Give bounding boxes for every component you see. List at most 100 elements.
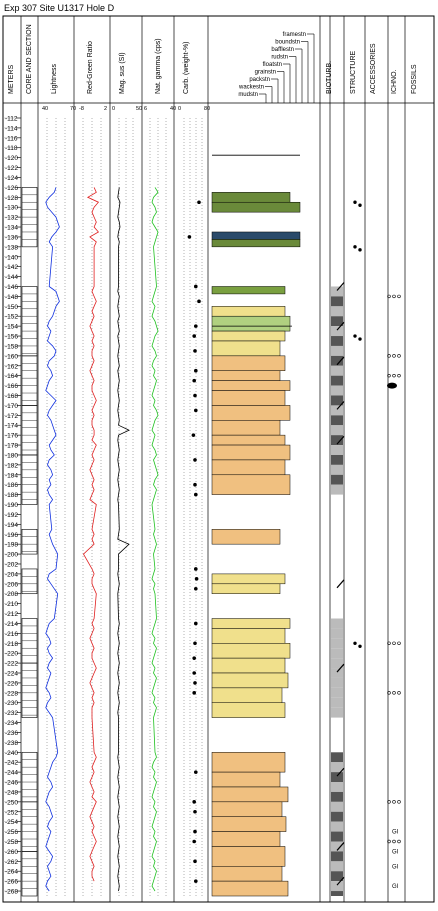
depth-tick-label: -172: [5, 413, 18, 420]
header-mag-sus: Mag. sus (SI): [119, 52, 126, 94]
accessory-nodule-symbol: [358, 644, 362, 648]
fossil-label: GI: [392, 849, 399, 855]
depth-tick-label: -224: [5, 671, 18, 678]
carbonate-point: [187, 235, 192, 239]
fossil-ooid-symbol: [392, 641, 396, 645]
bioturbation-block: [331, 638, 343, 649]
carbonate-point: [193, 859, 197, 864]
depth-tick-label: -120: [5, 155, 18, 162]
texture-scale-label: grainstn: [255, 70, 276, 76]
depth-tick-label: -128: [5, 195, 18, 202]
depth-tick-label: -220: [5, 651, 18, 658]
depth-tick-label: -264: [5, 869, 18, 876]
depth-tick-label: -242: [5, 760, 18, 767]
carbonate-point: [192, 800, 196, 804]
series-line: [45, 187, 60, 892]
depth-tick-label: -252: [5, 809, 18, 816]
bioturbation-block: [331, 821, 343, 832]
lithology-bed: [211, 583, 281, 594]
lithology-bed: [211, 239, 301, 248]
depth-tick-label: -228: [5, 690, 18, 697]
core-interval: [21, 568, 38, 595]
bioturbation-block: [331, 772, 343, 783]
lithology-bed: [211, 192, 291, 203]
lithology-bed: [211, 231, 301, 240]
bioturbation-block: [331, 474, 343, 485]
carbonate-point: [193, 809, 197, 814]
lithology-bed: [211, 657, 286, 674]
bioturbation-block: [331, 752, 343, 763]
lithology-bed: [211, 702, 286, 718]
structure-lamination-symbol: [336, 435, 345, 445]
bioturbation-block: [331, 851, 343, 862]
accessory-nodule-symbol: [358, 248, 362, 252]
depth-tick-label: -138: [5, 244, 18, 251]
lithology-bed: [211, 801, 283, 817]
depth-tick-label: -206: [5, 581, 18, 588]
bioturbation-block: [331, 791, 343, 802]
depth-tick-label: -168: [5, 393, 18, 400]
axis-tick-label: 0: [112, 106, 115, 112]
depth-tick-label: -222: [5, 661, 18, 668]
carbonate-point: [194, 492, 198, 497]
axis-tick-label: 40: [170, 106, 176, 112]
depth-tick-label: -194: [5, 522, 18, 529]
bioturbation-block: [331, 841, 343, 852]
bioturbation-block: [331, 677, 343, 688]
structure-lamination-symbol: [336, 842, 345, 851]
lithology-bed: [211, 444, 291, 461]
header-carb: Carb. (weight-%): [183, 41, 190, 94]
accessory-nodule-symbol: [353, 200, 357, 204]
lithology-bed: [211, 643, 291, 659]
texture-scale-label: bafflestn: [271, 47, 294, 53]
carbonate-point: [192, 656, 196, 660]
texture-scale-label: floatstn: [263, 62, 282, 68]
depth-tick-label: -254: [5, 819, 18, 826]
bioturbation-block: [331, 316, 343, 327]
depth-tick-label: -258: [5, 839, 18, 846]
depth-tick-label: -256: [5, 829, 18, 836]
lithology-bed: [211, 390, 286, 406]
depth-tick-label: -162: [5, 363, 18, 370]
series-line: [82, 187, 100, 882]
track-axis-ticks: 40 70 -8 2 0 50 6 40 0 80: [42, 106, 210, 112]
lithology-bed: [211, 831, 281, 847]
fossil-label: GI: [392, 884, 399, 890]
bioturbation-block: [331, 707, 343, 718]
lithology-bed: [211, 459, 286, 476]
texture-scale-label: framestn: [283, 32, 306, 38]
bioturbation-block: [331, 445, 343, 455]
header-meters: METERS: [8, 65, 15, 95]
depth-tick-label: -226: [5, 680, 18, 687]
depth-tick-label: -208: [5, 591, 18, 598]
depth-tick-label: -236: [5, 730, 18, 737]
axis-tick-label: 50: [136, 106, 142, 112]
depth-tick-label: -158: [5, 343, 18, 350]
depth-tick-label: -166: [5, 383, 18, 390]
lithology-bed: [211, 315, 291, 332]
bioturbation-block: [331, 345, 343, 356]
depth-axis: -112 -114 -116 -118 -120 -122 -124 -126 -128 -130…: [5, 116, 21, 896]
texture-scale-label: packstn: [249, 77, 270, 83]
lithology-bed: [211, 786, 289, 803]
bioturbation-block: [331, 395, 343, 406]
depth-tick-label: -152: [5, 314, 18, 321]
fossil-ooid-symbol: [397, 354, 401, 358]
bioturbation-block: [331, 871, 343, 882]
texture-scale-label: mudstn: [238, 92, 258, 98]
series-line: [117, 187, 130, 892]
carbonate-point: [193, 482, 197, 487]
fossil-ooid-symbol: [392, 691, 396, 695]
bioturbation-block: [331, 782, 343, 792]
lithology-bed: [211, 771, 281, 788]
header-structure: STRUCTURE: [350, 51, 357, 94]
depth-tick-label: -154: [5, 324, 18, 331]
fossil-ooid-symbol: [392, 373, 396, 378]
fossil-ooid-symbol: [387, 691, 391, 695]
depth-tick-label: -144: [5, 274, 18, 281]
carbonate-point: [194, 567, 198, 571]
depth-tick-label: -164: [5, 373, 18, 380]
bioturbation-block: [331, 687, 343, 698]
depth-tick-label: -230: [5, 700, 18, 707]
